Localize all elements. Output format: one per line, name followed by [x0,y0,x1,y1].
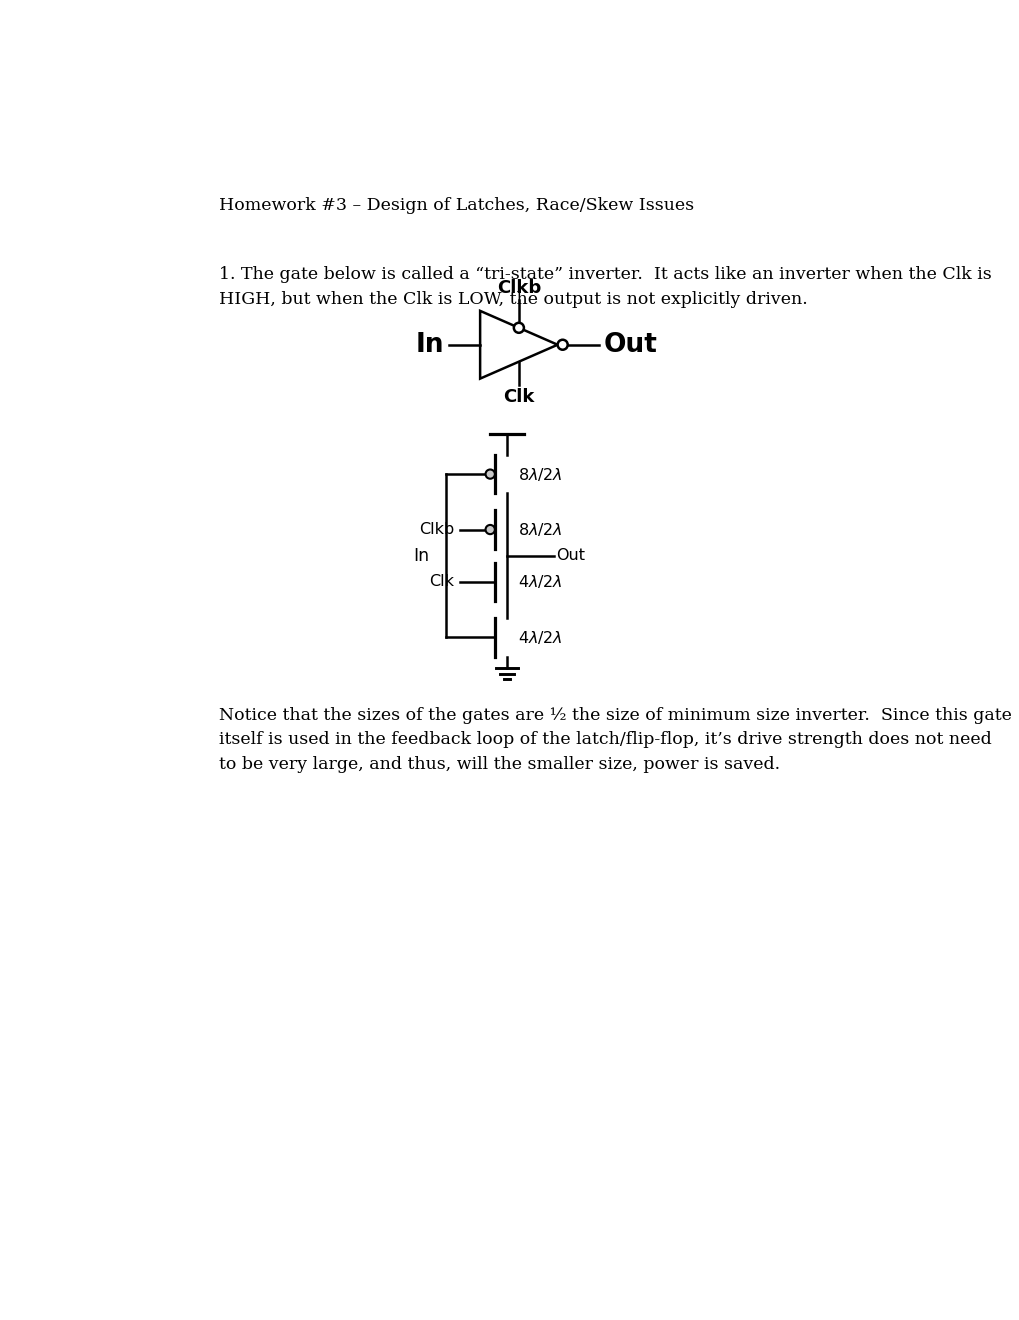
Text: 8$\lambda$/2$\lambda$: 8$\lambda$/2$\lambda$ [518,521,561,539]
Text: Out: Out [603,331,656,358]
Circle shape [557,339,568,350]
Text: Out: Out [555,548,585,564]
Text: Clk: Clk [429,574,454,590]
Text: Clkb: Clkb [496,279,540,297]
Text: 8$\lambda$/2$\lambda$: 8$\lambda$/2$\lambda$ [518,466,561,483]
Text: Homework #3 – Design of Latches, Race/Skew Issues: Homework #3 – Design of Latches, Race/Sk… [219,197,693,214]
Text: 1. The gate below is called a “tri-state” inverter.  It acts like an inverter wh: 1. The gate below is called a “tri-state… [219,267,990,308]
Text: Clkb: Clkb [419,521,454,537]
Circle shape [514,323,524,333]
Text: 4$\lambda$/2$\lambda$: 4$\lambda$/2$\lambda$ [518,628,561,645]
Circle shape [485,470,494,479]
Text: In: In [416,331,444,358]
Circle shape [485,525,494,535]
Text: Notice that the sizes of the gates are ½ the size of minimum size inverter.  Sin: Notice that the sizes of the gates are ½… [219,706,1011,774]
Text: 4$\lambda$/2$\lambda$: 4$\lambda$/2$\lambda$ [518,573,561,590]
Text: In: In [413,546,429,565]
Text: Clk: Clk [502,388,534,405]
